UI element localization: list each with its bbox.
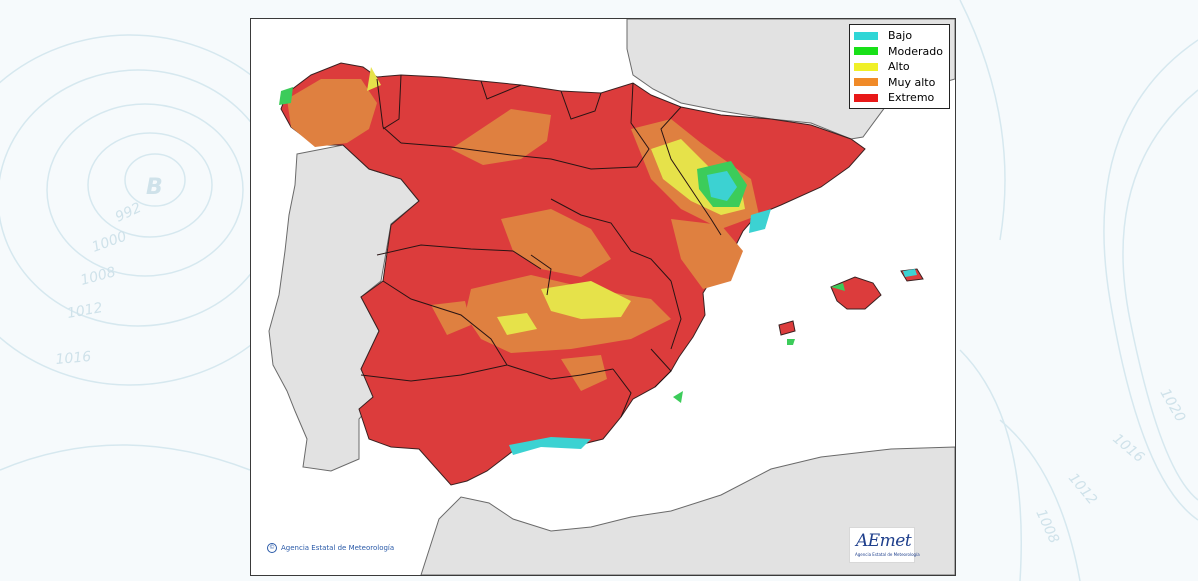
- copyright-icon: ©: [267, 543, 277, 553]
- logo-mark: AEmet: [856, 531, 912, 551]
- legend-swatch: [854, 93, 878, 102]
- map-canvas: [268, 19, 955, 575]
- legend-label: Alto: [888, 60, 910, 74]
- aemet-logo: AEmet Agencia Estatal de Meteorología: [849, 527, 920, 563]
- legend-swatch: [854, 62, 878, 71]
- balearic-islands: [778, 268, 924, 345]
- copyright-text: Agencia Estatal de Meteorología: [281, 544, 395, 552]
- legend-item-alto: Alto: [854, 59, 945, 75]
- pressure-center-label: B: [146, 175, 163, 200]
- isobar-label: 1008: [79, 264, 118, 289]
- legend-swatch: [854, 78, 878, 87]
- north-africa-landmass: [420, 446, 955, 575]
- isobar-label: 992: [113, 200, 144, 226]
- isobar-label: 1000: [90, 229, 129, 256]
- low-risk-zones: [279, 87, 771, 455]
- legend-label: Muy alto: [888, 75, 936, 89]
- legend-swatch: [854, 31, 878, 40]
- isobar-label: 1016: [55, 349, 92, 368]
- legend-item-muy-alto: Muy alto: [854, 75, 945, 91]
- isobar-label: 1012: [1065, 470, 1100, 508]
- legend-item-bajo: Bajo: [854, 28, 945, 44]
- isobar-label: 1016: [1109, 431, 1147, 466]
- legend-label: Moderado: [888, 44, 943, 58]
- logo-subtitle: Agencia Estatal de Meteorología: [855, 552, 920, 557]
- legend-swatch: [854, 47, 878, 56]
- isobar-label: 1008: [1032, 507, 1062, 546]
- region-borders: [360, 74, 722, 418]
- copyright-notice: © Agencia Estatal de Meteorología: [267, 543, 394, 553]
- risk-legend: Bajo Moderado Alto Muy alto Extremo: [849, 24, 950, 109]
- fire-risk-map: Bajo Moderado Alto Muy alto Extremo © Ag…: [250, 18, 956, 576]
- isobar-label: 1020: [1157, 386, 1189, 425]
- legend-item-extremo: Extremo: [854, 90, 945, 106]
- legend-label: Bajo: [888, 29, 913, 43]
- legend-item-moderado: Moderado: [854, 44, 945, 60]
- legend-label: Extremo: [888, 91, 935, 105]
- isobar-label: 1012: [66, 300, 104, 322]
